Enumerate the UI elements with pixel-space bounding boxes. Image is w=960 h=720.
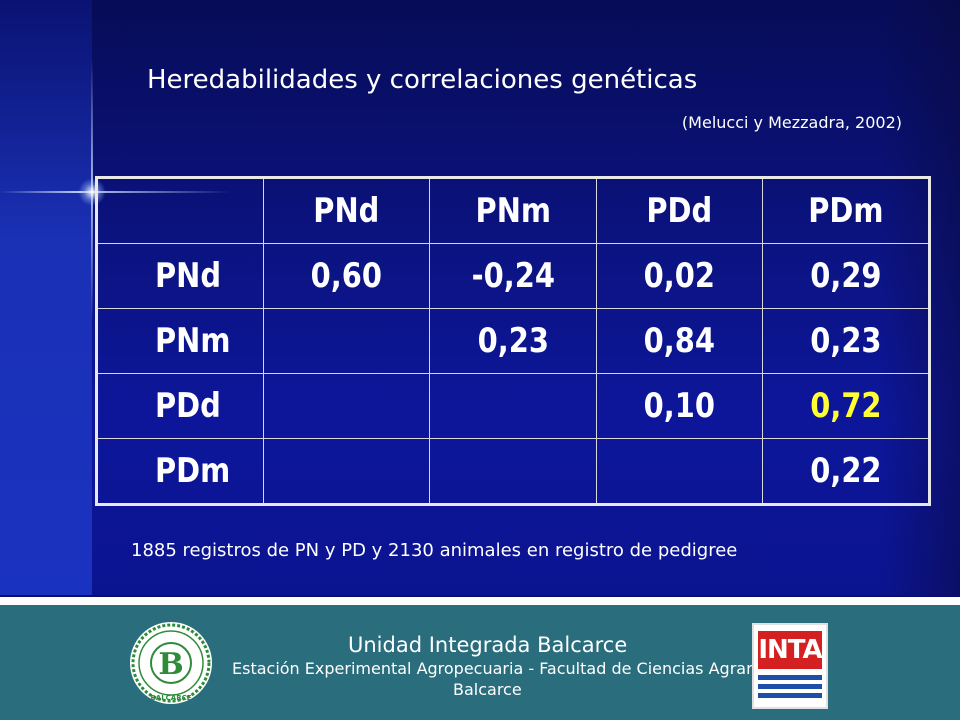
footer-divider	[0, 597, 960, 605]
seal-bottom-text: BALCARCE	[150, 694, 191, 702]
row-header: PNd	[108, 243, 252, 309]
slide-title: Heredabilidades y correlaciones genética…	[147, 65, 698, 95]
table-cell: 0,84	[608, 308, 751, 374]
table-cell: 0,23	[774, 308, 918, 374]
light-flare-center	[78, 178, 106, 206]
university-seal-icon: B BALCARCE	[130, 622, 212, 704]
footer-place: Balcarce	[453, 680, 522, 699]
row-header: PNm	[108, 308, 252, 374]
logo-stripe	[758, 693, 822, 698]
table-cell	[441, 438, 585, 505]
table-cell: 0,22	[774, 438, 918, 505]
seal-letter: B	[158, 647, 183, 682]
table-cell	[275, 308, 418, 374]
row-header: PDm	[108, 438, 252, 505]
highlighted-table-cell: 0,72	[774, 373, 918, 439]
table-cell: -0,24	[441, 243, 585, 309]
table-row: PDm 0,22	[97, 438, 930, 505]
inta-logo-text: INTA	[758, 631, 823, 669]
table-corner-cell	[108, 177, 252, 244]
logo-stripe	[758, 675, 822, 680]
table-row: PNd 0,60 -0,24 0,02 0,29	[97, 243, 930, 309]
column-header: PDd	[608, 177, 751, 244]
table-cell: 0,23	[441, 308, 585, 374]
data-source-note: 1885 registros de PN y PD y 2130 animale…	[131, 540, 738, 561]
table-header-row: PNd PNm PDd PDm	[97, 177, 930, 244]
logo-stripe	[758, 684, 822, 689]
inta-logo: INTA	[752, 623, 828, 709]
table-cell: 0,02	[608, 243, 751, 309]
table-cell: 0,10	[608, 373, 751, 439]
genetic-correlation-table: PNd PNm PDd PDm PNd 0,60 -0,24 0,02 0,29…	[95, 176, 931, 506]
table-cell: 0,60	[275, 243, 418, 309]
table-cell	[441, 373, 585, 439]
column-header: PNd	[275, 177, 418, 244]
column-header: PDm	[774, 177, 918, 244]
table-row: PDd 0,10 0,72	[97, 373, 930, 439]
table-cell	[275, 373, 418, 439]
table-cell	[608, 438, 751, 505]
left-accent-strip	[0, 0, 92, 595]
footer-subtitle: Estación Experimental Agropecuaria - Fac…	[232, 659, 776, 678]
footer-title: Unidad Integrada Balcarce	[348, 633, 628, 657]
citation: (Melucci y Mezzadra, 2002)	[681, 113, 902, 132]
row-header: PDd	[108, 373, 252, 439]
table-row: PNm 0,23 0,84 0,23	[97, 308, 930, 374]
table-cell: 0,29	[774, 243, 918, 309]
table-cell	[275, 438, 418, 505]
column-header: PNm	[441, 177, 585, 244]
